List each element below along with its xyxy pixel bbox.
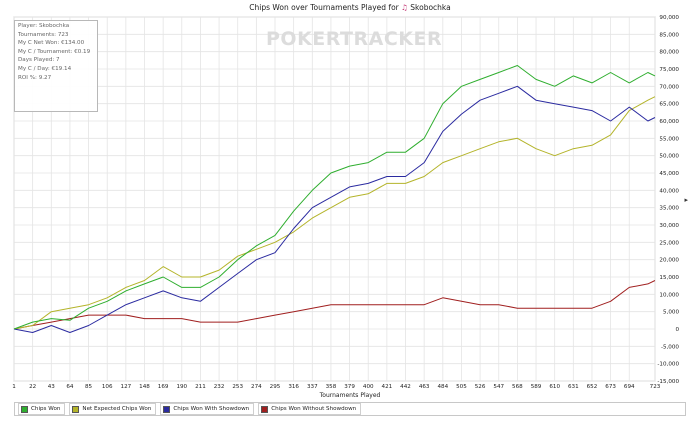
y-tick-label: 15,000 (659, 275, 679, 281)
pokertracker-watermark: POKERTRACKER (266, 28, 443, 50)
x-tick-label: 568 (512, 384, 523, 390)
y-tick-label: 30,000 (659, 223, 679, 229)
legend-item-chips-won[interactable]: Chips Won (18, 403, 66, 415)
y-tick-label: 65,000 (659, 102, 679, 108)
stats-roi: ROI %: 9.27 (18, 74, 52, 81)
y-tick-label: 25,000 (659, 240, 679, 246)
y-tick-label: 55,000 (659, 136, 679, 142)
plot-area (13, 16, 656, 382)
x-tick-label: 673 (605, 384, 616, 390)
x-tick-label: 337 (307, 384, 318, 390)
stats-days-played: Days Played: 7 (18, 57, 60, 64)
y-tick-label: -15,000 (657, 379, 679, 385)
x-tick-label: 274 (251, 384, 262, 390)
x-tick-label: 421 (382, 384, 393, 390)
y-tick-label: 50,000 (659, 154, 679, 160)
x-tick-label: 505 (456, 384, 467, 390)
y-tick-label: 60,000 (659, 119, 679, 125)
stats-tournaments: Tournaments: 723 (18, 31, 69, 38)
x-tick-label: 610 (549, 384, 560, 390)
legend-item-with-showdown[interactable]: Chips Won With Showdown (160, 403, 255, 415)
legend-swatch (261, 405, 269, 413)
x-tick-label: 85 (85, 384, 93, 390)
legend-swatch (163, 405, 171, 413)
legend-item-net-expected[interactable]: Net Expected Chips Won (69, 403, 157, 415)
x-tick-label: 723 (650, 384, 661, 390)
legend-swatch (72, 405, 80, 413)
x-tick-label: 652 (587, 384, 598, 390)
x-tick-label: 463 (419, 384, 430, 390)
x-tick-label: 22 (29, 384, 36, 390)
x-axis-label: Tournaments Played (319, 392, 381, 399)
chart-title-player: Skobochka (410, 3, 451, 12)
x-tick-label: 211 (195, 384, 206, 390)
y-tick-label: 90,000 (659, 15, 679, 21)
legend-label: Chips Won With Showdown (173, 406, 250, 412)
x-tick-label: 190 (176, 384, 187, 390)
x-tick-label: 547 (493, 384, 504, 390)
stats-per-day: My C / Day: €19.14 (18, 65, 72, 72)
x-tick-label: 442 (400, 384, 411, 390)
y-tick-label: 35,000 (659, 206, 679, 212)
x-tick-label: 694 (624, 384, 635, 390)
y-tick-label: 10,000 (659, 292, 679, 298)
x-tick-label: 484 (437, 384, 448, 390)
y-tick-label: -5,000 (661, 344, 679, 350)
y-tick-label: 20,000 (659, 258, 679, 264)
x-tick-label: 295 (270, 384, 281, 390)
legend-label: Chips Won Without Showdown (271, 406, 357, 412)
y-tick-label: 80,000 (659, 50, 679, 56)
x-tick-label: 232 (214, 384, 225, 390)
x-tick-label: 358 (326, 384, 337, 390)
x-tick-label: 64 (66, 384, 74, 390)
y-tick-label: 45,000 (659, 171, 679, 177)
legend-swatch (21, 405, 28, 413)
series-line-chips-won (13, 65, 656, 330)
y-tick-label: -10,000 (657, 362, 679, 368)
y-tick-label: 70,000 (659, 84, 679, 90)
y-tick-label: 5,000 (663, 310, 679, 316)
x-tick-label: 631 (568, 384, 579, 390)
series-line-net-expected-chips-won (13, 96, 656, 330)
chart-legend: Chips Won Net Expected Chips Won Chips W… (14, 402, 686, 416)
player-icon: ♫ (401, 3, 408, 12)
y-tick-label: 40,000 (659, 188, 679, 194)
x-tick-label: 43 (48, 384, 56, 390)
x-tick-label: 400 (363, 384, 374, 390)
legend-label: Net Expected Chips Won (82, 406, 152, 412)
chart-title-text: Chips Won over Tournaments Played for (249, 3, 399, 12)
chart-title: Chips Won over Tournaments Played for ♫ … (0, 3, 700, 12)
series-line-chips-won-with-showdown (13, 85, 656, 333)
x-tick-label: 526 (475, 384, 486, 390)
y-tick-label: 0 (675, 327, 679, 333)
y-tick-label: 85,000 (659, 32, 679, 38)
legend-item-without-showdown[interactable]: Chips Won Without Showdown (258, 403, 362, 415)
x-tick-label: 127 (121, 384, 132, 390)
stats-net-won: My C Net Won: €134.00 (18, 40, 85, 47)
series-line-chips-won-without-showdown (13, 280, 656, 330)
x-tick-label: 379 (344, 384, 355, 390)
x-tick-label: 589 (531, 384, 542, 390)
x-tick-label: 1 (12, 384, 16, 390)
x-tick-label: 316 (288, 384, 299, 390)
legend-label: Chips Won (31, 406, 61, 412)
x-tick-label: 169 (158, 384, 169, 390)
stats-per-tournament: My C / Tournament: €0.19 (18, 48, 91, 55)
scroll-handle-icon[interactable]: ▸ (684, 196, 688, 204)
stats-player: Player: Skobochka (18, 23, 70, 29)
x-tick-label: 106 (102, 384, 113, 390)
x-tick-label: 253 (232, 384, 243, 390)
y-tick-label: 75,000 (659, 67, 679, 73)
stats-box: Player: Skobochka Tournaments: 723 My C … (14, 20, 98, 112)
x-tick-label: 148 (139, 384, 150, 390)
